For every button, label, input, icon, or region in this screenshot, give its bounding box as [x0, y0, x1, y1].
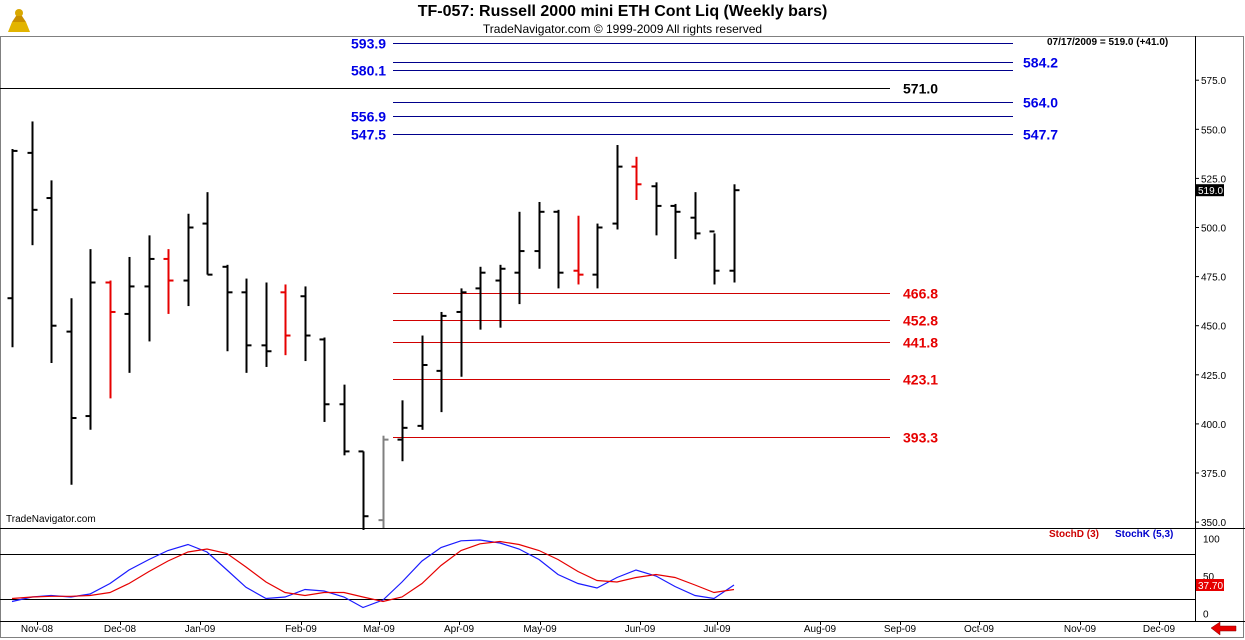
stoch-series-line — [11, 539, 735, 609]
resistance-level-label: 564.0 — [1023, 95, 1058, 111]
ohlc-bar — [163, 249, 174, 314]
black-level-label: 571.0 — [903, 81, 938, 97]
time-tick-label: Dec-08 — [104, 624, 137, 635]
last-price-stamp: 07/17/2009 = 519.0 (+41.0) — [1047, 37, 1169, 48]
price-tick-label: 500.0 — [1201, 224, 1226, 235]
ohlc-bar — [417, 335, 428, 430]
time-tick-label: Sep-09 — [884, 624, 917, 635]
ohlc-bar — [690, 192, 701, 240]
stoch-tick-label: 100 — [1203, 535, 1220, 546]
stoch-tick-label: 0 — [1203, 610, 1209, 621]
ohlc-bar — [631, 156, 642, 201]
ohlc-bar — [612, 145, 623, 230]
chart-frame — [0, 36, 1244, 638]
support-level-label: 466.8 — [903, 286, 938, 302]
time-tick-label: Oct-09 — [964, 624, 994, 635]
stoch-last-box — [1196, 579, 1224, 591]
ohlc-bar — [358, 450, 369, 530]
time-tick-label: May-09 — [523, 624, 557, 635]
time-tick-label: Jun-09 — [625, 624, 656, 635]
chart-subtitle: TradeNavigator.com © 1999-2009 All right… — [482, 22, 763, 36]
last-price-box — [1196, 184, 1224, 197]
price-tick-label: 450.0 — [1201, 322, 1226, 333]
price-tick-label: 475.0 — [1201, 273, 1226, 284]
ohlc-bar — [651, 182, 662, 236]
ohlc-bar — [183, 213, 194, 307]
time-tick-label: Dec-09 — [1143, 624, 1176, 635]
ohlc-bar — [514, 211, 525, 305]
stoch-series-line — [11, 540, 735, 603]
stoch-tick-label: 50 — [1203, 572, 1215, 583]
ohlc-bar — [397, 400, 408, 462]
ohlc-bar — [475, 266, 486, 330]
scroll-left-arrow-icon — [1210, 621, 1237, 636]
resistance-level-label: 584.2 — [1023, 55, 1058, 71]
support-level-label: 441.8 — [903, 335, 938, 351]
time-tick-label: Jul-09 — [703, 624, 731, 635]
stoch-legend-d: StochD (3) — [1049, 529, 1099, 540]
time-tick-label: Nov-08 — [21, 624, 54, 635]
support-level-label: 452.8 — [903, 313, 938, 329]
ohlc-bar — [46, 180, 57, 364]
price-tick-label: 575.0 — [1201, 76, 1226, 87]
resistance-level-label: 547.5 — [351, 127, 386, 143]
ohlc-bar — [319, 337, 330, 422]
time-tick-label: Nov-09 — [1064, 624, 1097, 635]
ohlc-bar — [339, 384, 350, 456]
ohlc-bar — [7, 148, 18, 348]
support-level-label: 393.3 — [903, 430, 938, 446]
ohlc-bar — [202, 192, 213, 276]
ohlc-bar — [534, 201, 545, 269]
trade-navigator-logo-icon — [8, 9, 30, 32]
time-tick-label: Mar-09 — [363, 624, 395, 635]
stoch-last-value: 37.70 — [1198, 581, 1223, 592]
time-tick-label: Feb-09 — [285, 624, 317, 635]
chart-title: TF-057: Russell 2000 mini ETH Cont Liq (… — [417, 3, 828, 20]
ohlc-bar — [222, 264, 233, 352]
stoch-legend-k: StochK (5,3) — [1115, 529, 1173, 540]
ohlc-bar — [261, 282, 272, 367]
resistance-level-label: 593.9 — [351, 36, 386, 52]
last-price-value: 519.0 — [1198, 186, 1223, 197]
ohlc-bar — [729, 184, 740, 283]
ohlc-bar — [573, 215, 584, 285]
resistance-level-label: 580.1 — [351, 63, 386, 79]
ohlc-bar — [27, 121, 38, 246]
ohlc-bar — [105, 280, 116, 399]
price-tick-label: 550.0 — [1201, 125, 1226, 136]
ohlc-bar — [553, 209, 564, 289]
ohlc-bar — [280, 284, 291, 356]
price-tick-label: 425.0 — [1201, 371, 1226, 382]
price-tick-label: 375.0 — [1201, 469, 1226, 480]
ohlc-bar — [85, 249, 96, 430]
watermark: TradeNavigator.com — [6, 514, 96, 525]
price-tick-label: 350.0 — [1201, 518, 1226, 529]
ohlc-bar — [456, 288, 467, 377]
ohlc-bar — [495, 264, 506, 328]
support-level-label: 423.1 — [903, 372, 938, 388]
ohlc-bar — [144, 235, 155, 342]
time-tick-label: Aug-09 — [804, 624, 837, 635]
time-tick-label: Jan-09 — [185, 624, 216, 635]
ohlc-bar — [124, 256, 135, 373]
ohlc-bar — [378, 435, 389, 528]
price-tick-label: 525.0 — [1201, 174, 1226, 185]
ohlc-bar — [66, 298, 77, 485]
price-tick-label: 400.0 — [1201, 420, 1226, 431]
ohlc-bar — [300, 286, 311, 362]
ohlc-bar — [241, 278, 252, 373]
resistance-level-label: 556.9 — [351, 109, 386, 125]
time-tick-label: Apr-09 — [444, 624, 474, 635]
resistance-level-label: 547.7 — [1023, 127, 1058, 143]
ohlc-bar — [709, 230, 720, 285]
ohlc-bar — [670, 203, 681, 259]
ohlc-bar — [436, 311, 447, 413]
ohlc-bar — [592, 223, 603, 289]
